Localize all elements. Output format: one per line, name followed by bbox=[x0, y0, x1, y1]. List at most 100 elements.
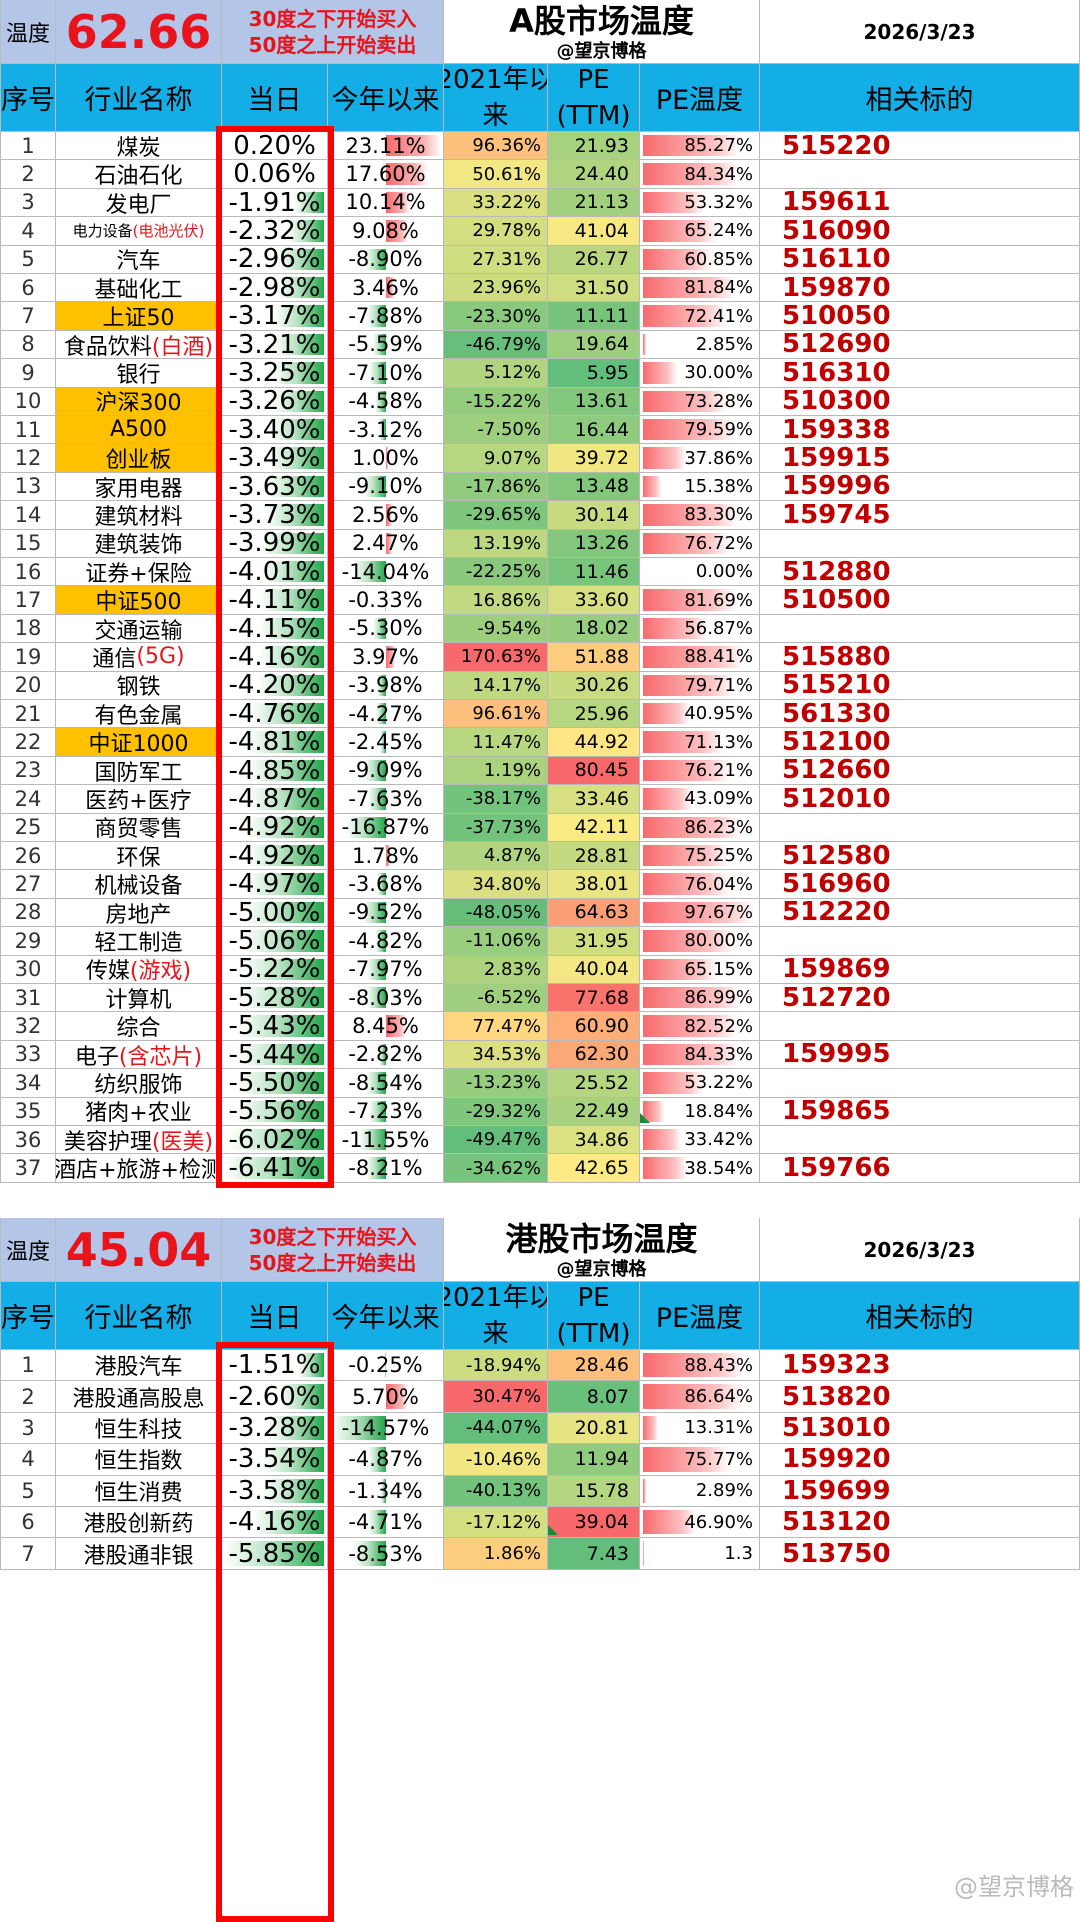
a-since-2021: -17.86% bbox=[444, 472, 548, 502]
a-since-2021-value: -23.30% bbox=[465, 305, 541, 327]
a-pe-temp-value: 88.41% bbox=[684, 646, 753, 668]
a-day-bar bbox=[259, 617, 324, 640]
a-industry-name: 猪肉+农业 bbox=[85, 1101, 192, 1126]
a-market-title: A股市场温度 bbox=[509, 1, 694, 40]
a-pe-value: 31.50 bbox=[574, 276, 629, 299]
a-pe-ttm: 25.52 bbox=[548, 1069, 640, 1098]
hk-col-industry-header: 行业名称 bbox=[56, 1282, 222, 1350]
a-row-index: 33 bbox=[0, 1040, 56, 1070]
hk-day-change: -3.28% bbox=[222, 1412, 328, 1445]
a-day-change: -3.17% bbox=[222, 302, 328, 331]
a-day-value: -3.17% bbox=[228, 302, 321, 331]
hk-pe-value: 8.07 bbox=[586, 1385, 629, 1408]
a-industry-cell: 食品饮料 (白酒) bbox=[56, 330, 222, 360]
a-pe-temp: 76.04% bbox=[640, 870, 760, 899]
a-pe-temp-value: 18.84% bbox=[684, 1100, 753, 1122]
a-day-change: -4.87% bbox=[222, 785, 328, 814]
a-row-index: 10 bbox=[0, 387, 56, 416]
a-day-value: -4.92% bbox=[228, 813, 321, 842]
a-ticker-cell: 512720 bbox=[760, 984, 1080, 1013]
a-since-2021-value: -46.79% bbox=[465, 333, 541, 355]
a-rule-text: 30度之下开始买入 50度之上开始卖出 bbox=[222, 0, 444, 64]
a-since-2021: 96.36% bbox=[444, 132, 548, 161]
a-table-row: 26 环保 -4.92% 1.78% 4.87% 28.81 75.25% 512580 bbox=[0, 842, 1080, 871]
a-ytd-bar bbox=[379, 1043, 386, 1066]
a-pe-temp-bar bbox=[643, 901, 754, 924]
a-pe-temp: 33.42% bbox=[640, 1126, 760, 1155]
a-ytd-change: -9.10% bbox=[328, 472, 444, 502]
a-ytd-change: -5.59% bbox=[328, 330, 444, 360]
hk-day-bar bbox=[263, 1447, 324, 1472]
a-ticker: 561330 bbox=[782, 700, 891, 729]
a-industry-name: 证券+保险 bbox=[85, 561, 192, 587]
a-ticker-cell: 512660 bbox=[760, 756, 1080, 786]
a-day-value: -1.91% bbox=[228, 188, 321, 218]
hk-ytd-bar bbox=[386, 1384, 408, 1409]
a-ytd-bar bbox=[379, 419, 386, 441]
hk-pe-temp: 13.31% bbox=[640, 1412, 760, 1445]
a-day-value: -3.49% bbox=[228, 444, 321, 473]
a-since-2021: -29.32% bbox=[444, 1097, 548, 1126]
a-day-bar bbox=[267, 475, 324, 498]
a-ytd-change: -4.82% bbox=[328, 927, 444, 956]
a-table-row: 12 创业板 -3.49% 1.00% 9.07% 39.72 37.86% 159915 bbox=[0, 444, 1080, 473]
a-day-bar bbox=[224, 1157, 324, 1179]
hk-author: @望京博格 bbox=[556, 1258, 647, 1280]
a-pe-temp-bar bbox=[643, 1157, 687, 1179]
a-since-2021-value: -6.52% bbox=[477, 987, 541, 1009]
hk-industry-name: 恒生消费 bbox=[94, 1480, 183, 1506]
a-pe-temp-bar bbox=[643, 788, 692, 810]
a-pe-temp-value: 71.13% bbox=[684, 731, 753, 753]
a-day-bar bbox=[242, 987, 324, 1009]
a-row-index: 34 bbox=[0, 1069, 56, 1098]
a-row-index: 9 bbox=[0, 359, 56, 388]
a-day-bar bbox=[250, 703, 324, 725]
a-ytd-bar bbox=[369, 1100, 386, 1122]
a-table-row: 22 中证1000 -4.81% -2.45% 11.47% 44.92 71.13% 512… bbox=[0, 728, 1080, 757]
hk-market-title: 港股市场温度 bbox=[505, 1219, 698, 1258]
a-ticker: 159338 bbox=[782, 416, 891, 445]
a-since-2021: 14.17% bbox=[444, 671, 548, 700]
a-since-2021-value: -38.17% bbox=[465, 788, 541, 810]
a-pe-value: 31.95 bbox=[574, 929, 629, 952]
hk-pe-value: 39.04 bbox=[574, 1511, 629, 1534]
a-pe-temp-bar bbox=[643, 589, 736, 611]
a-ytd-value: -7.23% bbox=[348, 1099, 423, 1124]
hk-since-2021-value: -40.13% bbox=[465, 1480, 541, 1502]
a-pe-ttm: 44.92 bbox=[548, 728, 640, 757]
a-industry-name: 交通运输 bbox=[94, 618, 183, 644]
a-day-change: -2.98% bbox=[222, 274, 328, 303]
hk-since-2021-value: 1.86% bbox=[483, 1543, 541, 1565]
a-table-row: 30 传媒 (游戏) -5.22% -7.97% 2.83% 40.04 65.15% 1598… bbox=[0, 955, 1080, 984]
a-day-value: -2.96% bbox=[228, 245, 321, 274]
a-since-2021-value: 14.17% bbox=[472, 674, 541, 696]
a-pe-value: 33.60 bbox=[574, 589, 629, 612]
a-ytd-change: 2.56% bbox=[328, 501, 444, 530]
a-pe-ttm: 41.04 bbox=[548, 217, 640, 246]
a-industry-name: 家用电器 bbox=[94, 476, 183, 502]
hk-industry-cell: 港股通非银 bbox=[56, 1538, 222, 1570]
a-ytd-value: -5.30% bbox=[348, 616, 423, 641]
a-ytd-bar bbox=[386, 845, 390, 867]
a-ytd-bar bbox=[373, 333, 386, 356]
a-pe-ttm: 21.93 bbox=[548, 132, 640, 161]
a-row-index: 12 bbox=[0, 444, 56, 473]
a-since-2021-value: 77.47% bbox=[472, 1015, 541, 1037]
hk-pe-temp: 2.89% bbox=[640, 1475, 760, 1507]
hk-day-change: -3.54% bbox=[222, 1444, 328, 1476]
a-ticker-cell: 510500 bbox=[760, 586, 1080, 615]
a-pe-ttm: 33.46 bbox=[548, 785, 640, 814]
a-industry-cell: 电力设备 (电池光伏) bbox=[56, 217, 222, 246]
a-ticker-cell: 515880 bbox=[760, 643, 1080, 672]
a-ytd-change: -9.09% bbox=[328, 756, 444, 786]
a-table-row: 11 A500 -3.40% -3.12% -7.50% 16.44 79.59% 15933… bbox=[0, 416, 1080, 445]
a-row-index: 18 bbox=[0, 614, 56, 644]
a-industry-name: 机械设备 bbox=[94, 874, 183, 899]
a-since-2021: -6.52% bbox=[444, 984, 548, 1013]
a-ticker: 512880 bbox=[782, 558, 891, 587]
a-table-row: 35 猪肉+农业 -5.56% -7.23% -29.32% 22.49 18.84% 159… bbox=[0, 1097, 1080, 1126]
hk-day-value: -1.51% bbox=[228, 1350, 321, 1381]
a-day-value: -4.76% bbox=[228, 700, 321, 729]
a-pe-value: 80.45 bbox=[574, 759, 629, 782]
a-pe-ttm: 11.46 bbox=[548, 558, 640, 587]
